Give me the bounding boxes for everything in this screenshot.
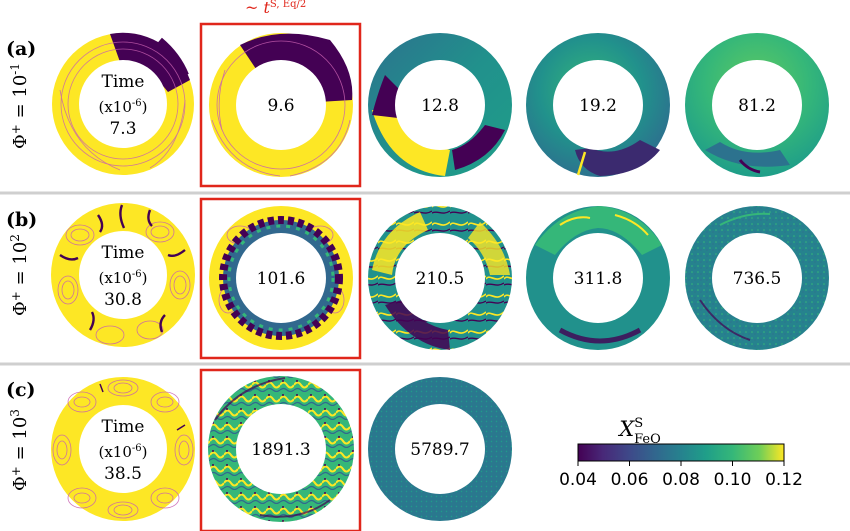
colorbar-label: XS FeO — [617, 416, 661, 447]
ring-b3 — [368, 206, 512, 350]
ring-c1 — [51, 377, 195, 521]
svg-text:Φ+ = 103: Φ+ = 103 — [8, 409, 31, 491]
time-value: 7.3 — [109, 119, 136, 139]
row-b: (b) Φ+ = 102 — [6, 203, 829, 350]
time-label: Time — [102, 243, 145, 263]
panel-label: (a) — [6, 38, 36, 60]
time-label: Time — [102, 72, 145, 92]
phi-label: Φ+ = 103 — [8, 409, 31, 491]
ring-b2 — [209, 206, 353, 350]
colorbar-ticks: 0.04 0.06 0.08 0.10 0.12 — [559, 461, 803, 490]
time-unit: (x10-6) — [98, 269, 147, 287]
ring-a4 — [526, 33, 670, 177]
colorbar: XS FeO 0.04 0.06 0.08 0.10 0.12 — [559, 416, 803, 490]
svg-text:Φ+ = 102: Φ+ = 102 — [8, 234, 31, 316]
time-value: 736.5 — [733, 269, 782, 289]
time-value: 30.8 — [104, 290, 142, 310]
svg-text:Φ+ = 10-1: Φ+ = 10-1 — [8, 63, 31, 149]
ring-a1 — [52, 32, 194, 175]
colorbar-tick-label: 0.10 — [714, 470, 752, 490]
ring-b1 — [51, 203, 195, 347]
colorbar-tick-label: 0.08 — [662, 470, 700, 490]
time-label: Time — [102, 417, 145, 437]
colorbar-tick-label: 0.04 — [559, 470, 597, 490]
time-value: 81.2 — [738, 96, 776, 116]
row-c: (c) Φ+ = 103 Time (x10-6) — [6, 376, 512, 522]
time-value: 311.8 — [574, 269, 623, 289]
panel-label: (b) — [6, 209, 37, 231]
phi-label: Φ+ = 102 — [8, 234, 31, 316]
time-value: 9.6 — [267, 96, 294, 116]
time-unit: (x10-6) — [98, 98, 147, 116]
time-value: 5789.7 — [410, 440, 469, 460]
time-value: 38.5 — [104, 464, 142, 484]
ring-a3 — [368, 33, 512, 177]
time-unit: (x10-6) — [98, 443, 147, 461]
highlight-box — [199, 197, 362, 360]
ring-b5 — [685, 206, 829, 350]
highlight-box — [199, 368, 362, 531]
ring-c3 — [368, 377, 512, 521]
time-value: 210.5 — [416, 269, 465, 289]
time-value: 101.6 — [257, 269, 306, 289]
time-value: 1891.3 — [251, 440, 310, 460]
time-value: 12.8 — [421, 96, 459, 116]
highlight-box — [199, 22, 362, 188]
colorbar-gradient — [577, 443, 785, 462]
time-value: 19.2 — [579, 96, 617, 116]
ring-a5 — [685, 33, 829, 177]
phi-label: Φ+ = 10-1 — [8, 63, 31, 149]
ring-c2 — [208, 376, 354, 522]
ring-a2 — [209, 33, 353, 177]
row-a: (a) Φ+ = 10-1 Time (x10-6) 7.3 — [6, 32, 829, 177]
highlight-annotation: ~ tS, Eq/2 — [245, 0, 306, 17]
panel-label: (c) — [6, 379, 36, 401]
colorbar-tick-label: 0.06 — [611, 470, 649, 490]
ring-b4 — [526, 206, 670, 350]
colorbar-tick-label: 0.12 — [765, 470, 803, 490]
